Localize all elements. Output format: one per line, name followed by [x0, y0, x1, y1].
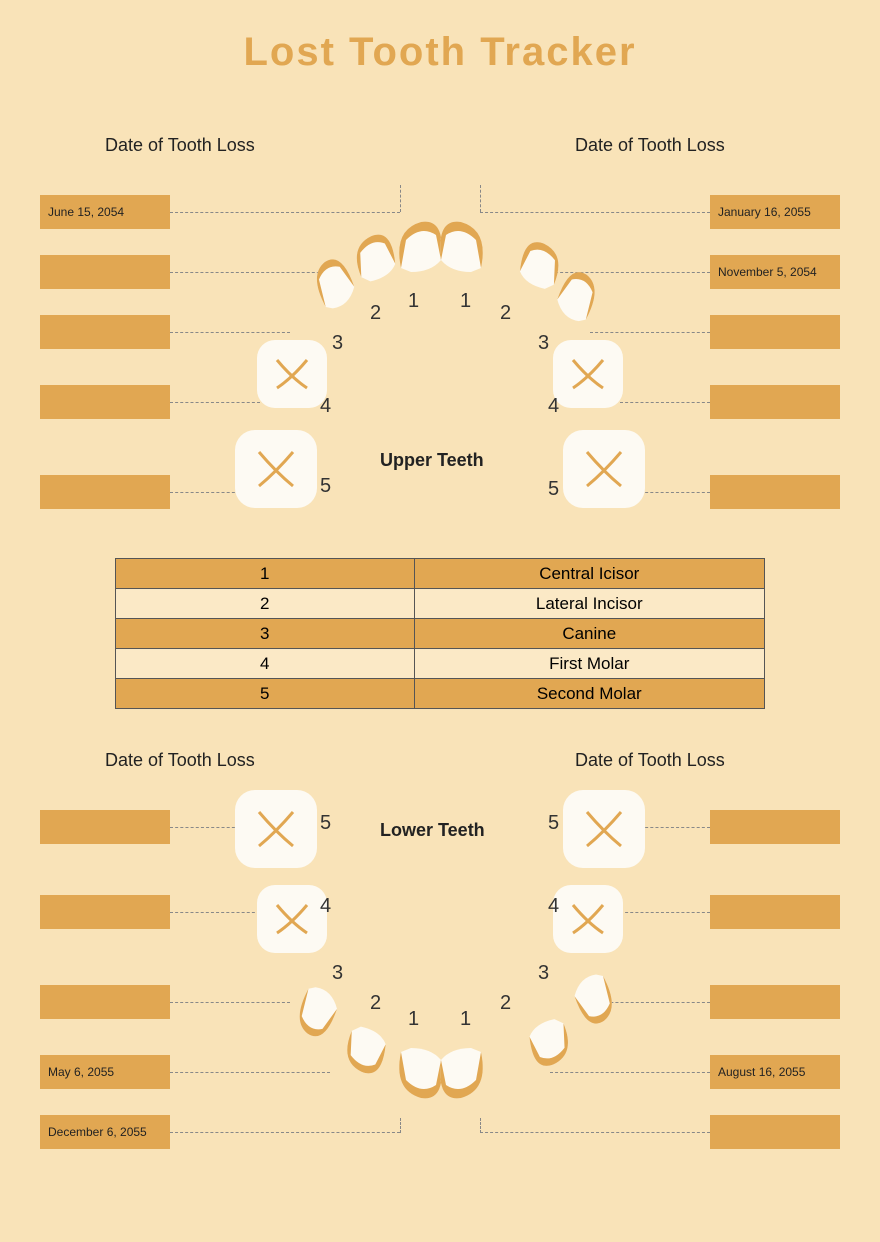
- upper-num-r5: 5: [548, 478, 559, 501]
- upper-num-r2: 2: [500, 302, 511, 325]
- upper-num-r1: 1: [460, 290, 471, 313]
- heading-upper-left: Date of Tooth Loss: [105, 135, 255, 156]
- upper-num-l2: 2: [370, 302, 381, 325]
- lower-num-r5: 5: [548, 812, 559, 835]
- lower-left-date-2[interactable]: May 6, 2055: [40, 1055, 170, 1089]
- lower-right-date-2[interactable]: August 16, 2055: [710, 1055, 840, 1089]
- upper-right-date-4[interactable]: [710, 385, 840, 419]
- upper-num-r4: 4: [548, 395, 559, 418]
- upper-left-date-3[interactable]: [40, 315, 170, 349]
- heading-lower-right: Date of Tooth Loss: [575, 750, 725, 771]
- legend-row: 1Central Icisor: [116, 559, 765, 589]
- lower-left-date-3[interactable]: [40, 985, 170, 1019]
- lower-num-r4: 4: [548, 895, 559, 918]
- upper-right-date-3[interactable]: [710, 315, 840, 349]
- lower-arch-label: Lower Teeth: [380, 820, 485, 841]
- upper-right-date-5[interactable]: [710, 475, 840, 509]
- heading-upper-right: Date of Tooth Loss: [575, 135, 725, 156]
- upper-num-l5: 5: [320, 475, 331, 498]
- upper-arch-teeth: [225, 220, 655, 530]
- upper-num-l1: 1: [408, 290, 419, 313]
- lower-right-date-1[interactable]: [710, 1115, 840, 1149]
- upper-num-l4: 4: [320, 395, 331, 418]
- legend-row: 5Second Molar: [116, 679, 765, 709]
- lower-num-r3: 3: [538, 962, 549, 985]
- heading-lower-left: Date of Tooth Loss: [105, 750, 255, 771]
- lower-right-date-3[interactable]: [710, 985, 840, 1019]
- legend-row: 4First Molar: [116, 649, 765, 679]
- upper-num-l3: 3: [332, 332, 343, 355]
- upper-left-date-5[interactable]: [40, 475, 170, 509]
- legend-row: 2Lateral Incisor: [116, 589, 765, 619]
- page-title: Lost Tooth Tracker: [0, 0, 880, 75]
- lower-num-l5: 5: [320, 812, 331, 835]
- legend-table: 1Central Icisor 2Lateral Incisor 3Canine…: [115, 558, 765, 709]
- lower-left-date-1[interactable]: December 6, 2055: [40, 1115, 170, 1149]
- upper-right-date-2[interactable]: November 5, 2054: [710, 255, 840, 289]
- lower-left-date-4[interactable]: [40, 895, 170, 929]
- upper-left-date-2[interactable]: [40, 255, 170, 289]
- lower-num-l2: 2: [370, 992, 381, 1015]
- lower-left-date-5[interactable]: [40, 810, 170, 844]
- lower-right-date-4[interactable]: [710, 895, 840, 929]
- lower-right-date-5[interactable]: [710, 810, 840, 844]
- upper-right-date-1[interactable]: January 16, 2055: [710, 195, 840, 229]
- upper-left-date-4[interactable]: [40, 385, 170, 419]
- lower-num-r2: 2: [500, 992, 511, 1015]
- lower-num-r1: 1: [460, 1008, 471, 1031]
- upper-arch-label: Upper Teeth: [380, 450, 484, 471]
- lower-num-l3: 3: [332, 962, 343, 985]
- upper-num-r3: 3: [538, 332, 549, 355]
- legend-row: 3Canine: [116, 619, 765, 649]
- lower-num-l1: 1: [408, 1008, 419, 1031]
- lower-num-l4: 4: [320, 895, 331, 918]
- upper-left-date-1[interactable]: June 15, 2054: [40, 195, 170, 229]
